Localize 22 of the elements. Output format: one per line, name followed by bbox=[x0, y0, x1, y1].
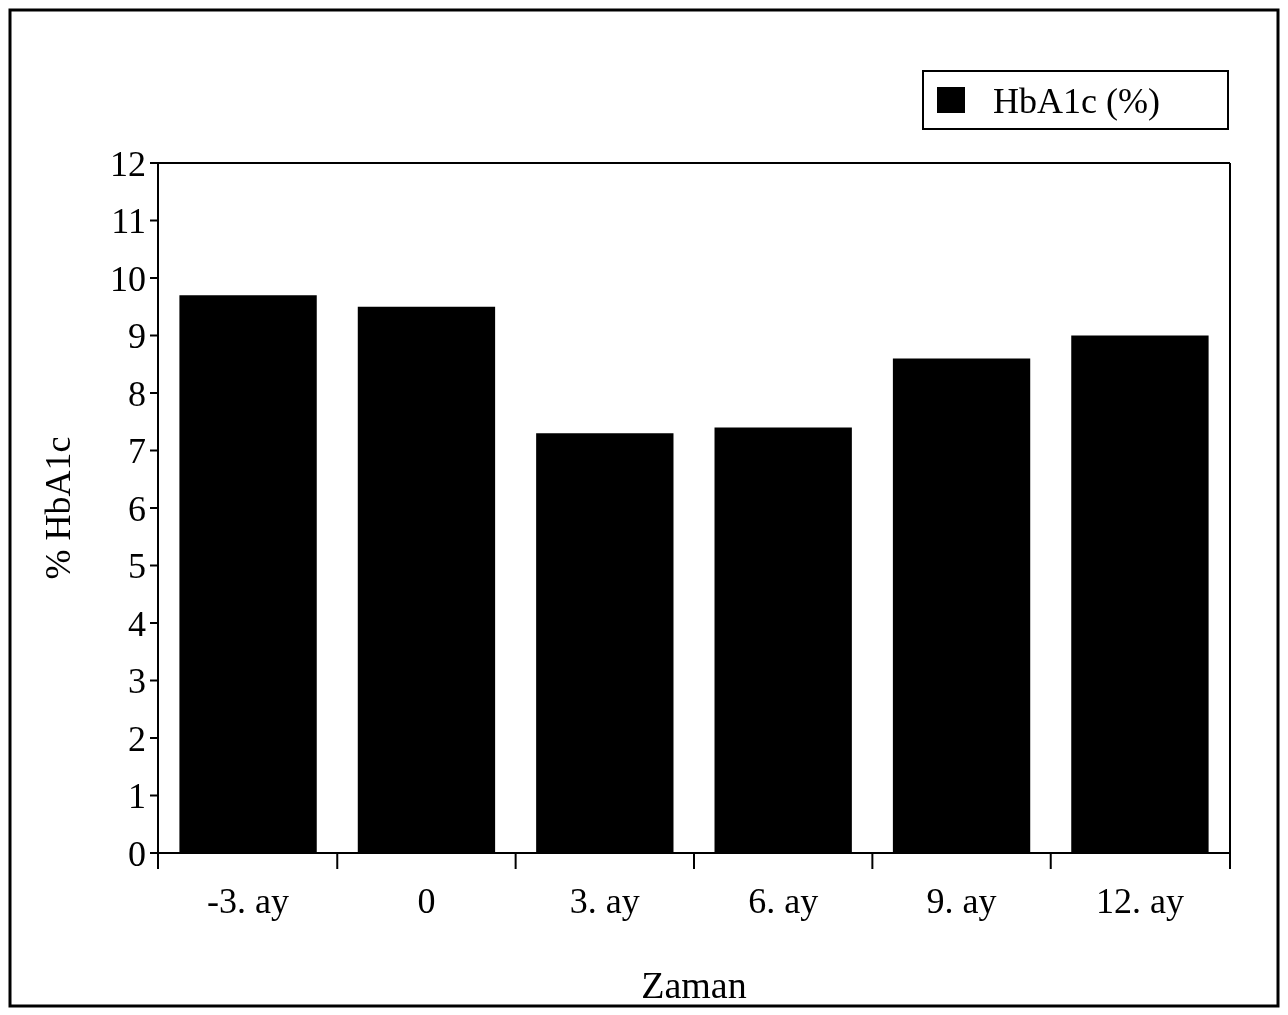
y-tick-label: 0 bbox=[128, 833, 146, 874]
x-tick-label: 6. ay bbox=[748, 881, 819, 921]
x-tick-label: 9. ay bbox=[926, 881, 997, 921]
y-tick-label: 2 bbox=[128, 718, 146, 759]
y-tick-label: 12 bbox=[110, 143, 146, 184]
y-tick-label: 3 bbox=[128, 661, 146, 702]
y-axis-title: % HbA1c bbox=[38, 436, 78, 580]
x-tick-label: 3. ay bbox=[569, 881, 640, 921]
y-tick-label: 4 bbox=[128, 603, 146, 644]
x-axis-title: Zaman bbox=[641, 964, 747, 1006]
y-tick-label: 6 bbox=[128, 488, 146, 529]
y-tick-label: 5 bbox=[128, 546, 146, 587]
legend-label: HbA1c (%) bbox=[993, 80, 1160, 121]
y-tick-label: 7 bbox=[128, 431, 146, 472]
y-tick-label: 11 bbox=[111, 201, 146, 242]
y-tick-label: 10 bbox=[110, 258, 146, 299]
x-tick-label: 12. ay bbox=[1095, 881, 1184, 921]
y-tick-label: 9 bbox=[128, 316, 146, 357]
y-tick-label: 8 bbox=[128, 373, 146, 414]
x-tick-label: 0 bbox=[417, 881, 436, 921]
x-tick-label: -3. ay bbox=[207, 881, 290, 921]
y-tick-label: 1 bbox=[128, 776, 146, 817]
